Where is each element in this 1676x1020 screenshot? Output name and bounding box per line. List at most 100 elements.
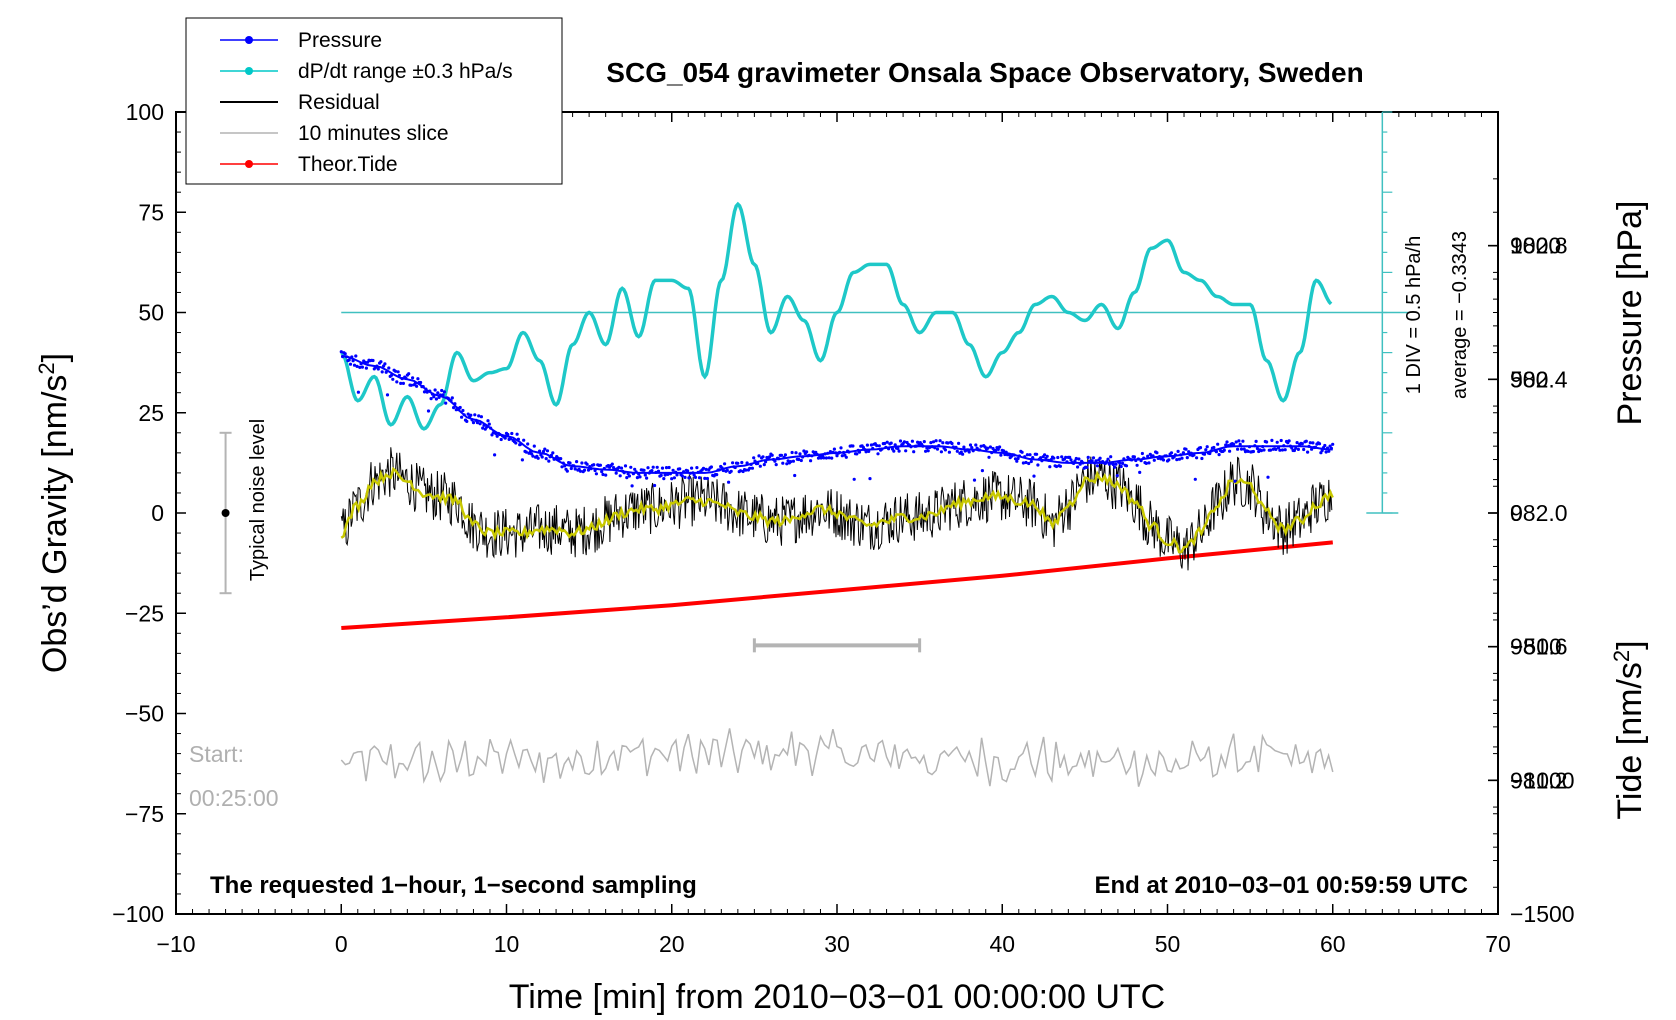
pressure-point — [1234, 440, 1238, 444]
y-tick-label-pressure: 982.0 — [1510, 500, 1568, 526]
pressure-point — [736, 461, 740, 465]
pressure-point — [1184, 447, 1188, 451]
pressure-point — [486, 419, 490, 423]
pressure-point — [514, 441, 518, 445]
pressure-point — [633, 467, 637, 471]
legend-label: 10 minutes slice — [298, 122, 449, 145]
pressure-point — [770, 453, 774, 457]
pressure-point — [898, 439, 903, 443]
pressure-point — [709, 465, 714, 469]
pressure-point — [543, 447, 547, 451]
pressure-point — [1155, 451, 1159, 455]
pressure-point — [1013, 457, 1018, 461]
pressure-point — [569, 466, 573, 471]
pressure-point — [536, 456, 540, 460]
pressure-point — [979, 444, 983, 448]
pressure-point — [725, 468, 729, 472]
pressure-point — [1095, 464, 1099, 468]
pressure-point — [1259, 449, 1263, 453]
pressure-point — [426, 409, 431, 413]
pressure-point — [922, 440, 926, 444]
pressure-point — [980, 469, 985, 473]
pressure-point — [520, 458, 525, 462]
pressure-point — [877, 444, 881, 448]
pressure-point — [805, 450, 809, 454]
pressure-point — [802, 449, 806, 453]
pressure-point — [864, 450, 868, 454]
pressure-point — [791, 459, 796, 463]
y-tick-label-tide: −1000 — [1510, 767, 1575, 793]
pressure-point — [339, 350, 343, 354]
pressure-point — [892, 449, 896, 453]
pressure-point — [1027, 461, 1031, 466]
pressure-point — [1275, 440, 1279, 444]
pressure-point — [503, 436, 507, 440]
pressure-point — [1233, 479, 1237, 483]
pressure-point — [573, 467, 577, 471]
pressure-point — [1118, 461, 1122, 465]
pressure-point — [695, 466, 699, 470]
pressure-point — [667, 465, 671, 470]
pressure-point — [433, 388, 437, 392]
pressure-point — [947, 450, 952, 454]
pressure-point — [1140, 451, 1144, 456]
pressure-point — [1323, 443, 1327, 448]
pressure-point — [481, 426, 485, 430]
pressure-point — [348, 362, 353, 366]
pressure-point — [499, 437, 503, 442]
pressure-point — [1295, 441, 1299, 445]
pressure-point — [646, 466, 650, 470]
y-tick-label-tide: 500 — [1510, 366, 1548, 392]
pressure-point — [1255, 446, 1259, 451]
legend-label: Pressure — [298, 29, 382, 52]
pressure-point — [411, 376, 415, 380]
pressure-point — [371, 358, 375, 363]
legend-label: Residual — [298, 91, 380, 114]
pressure-point — [1237, 439, 1241, 443]
pressure-point — [415, 384, 419, 388]
y-axis-title-left-sup: 2 — [34, 362, 59, 374]
pressure-point — [524, 450, 528, 454]
pressure-point — [705, 476, 710, 481]
legend: Pressure dP/dt range ±0.3 hPa/s Residual 10… — [185, 17, 563, 185]
pressure-point — [1205, 445, 1209, 449]
pressure-point — [876, 452, 880, 456]
pressure-point — [957, 441, 961, 445]
pressure-point — [1086, 455, 1090, 459]
pressure-point — [1094, 459, 1098, 463]
pressure-point — [757, 454, 761, 458]
pressure-point — [532, 444, 536, 448]
pressure-point — [565, 469, 569, 473]
pressure-point — [510, 431, 514, 436]
pressure-point — [1138, 470, 1142, 474]
pressure-point — [701, 466, 706, 470]
pressure-point — [1043, 453, 1047, 457]
pressure-point — [354, 354, 358, 358]
pressure-point — [1021, 461, 1025, 465]
x-tick-label: 0 — [335, 931, 348, 957]
pressure-point — [559, 457, 563, 461]
pressure-point — [493, 453, 497, 457]
y-tick-label-left: −75 — [125, 801, 164, 827]
pressure-point — [526, 442, 530, 446]
x-tick-label: 30 — [824, 931, 850, 957]
pressure-point — [1002, 449, 1006, 453]
pressure-point — [1246, 449, 1250, 453]
pressure-series-points — [339, 350, 1335, 488]
pressure-point — [1169, 451, 1174, 455]
pressure-point — [1306, 450, 1310, 454]
y-tick-label-left: 50 — [138, 300, 164, 326]
pressure-point — [1216, 442, 1220, 446]
pressure-point — [1135, 463, 1139, 467]
pressure-point — [1064, 455, 1068, 459]
pressure-point — [541, 449, 546, 454]
pressure-point — [827, 456, 831, 460]
pressure-point — [1254, 439, 1258, 443]
pressure-point — [1222, 448, 1226, 452]
pressure-point — [1177, 457, 1181, 461]
pressure-point — [598, 463, 603, 467]
pressure-point — [1020, 450, 1024, 454]
pressure-point — [1025, 453, 1029, 457]
pressure-point — [1111, 462, 1115, 467]
pressure-point — [384, 370, 388, 374]
